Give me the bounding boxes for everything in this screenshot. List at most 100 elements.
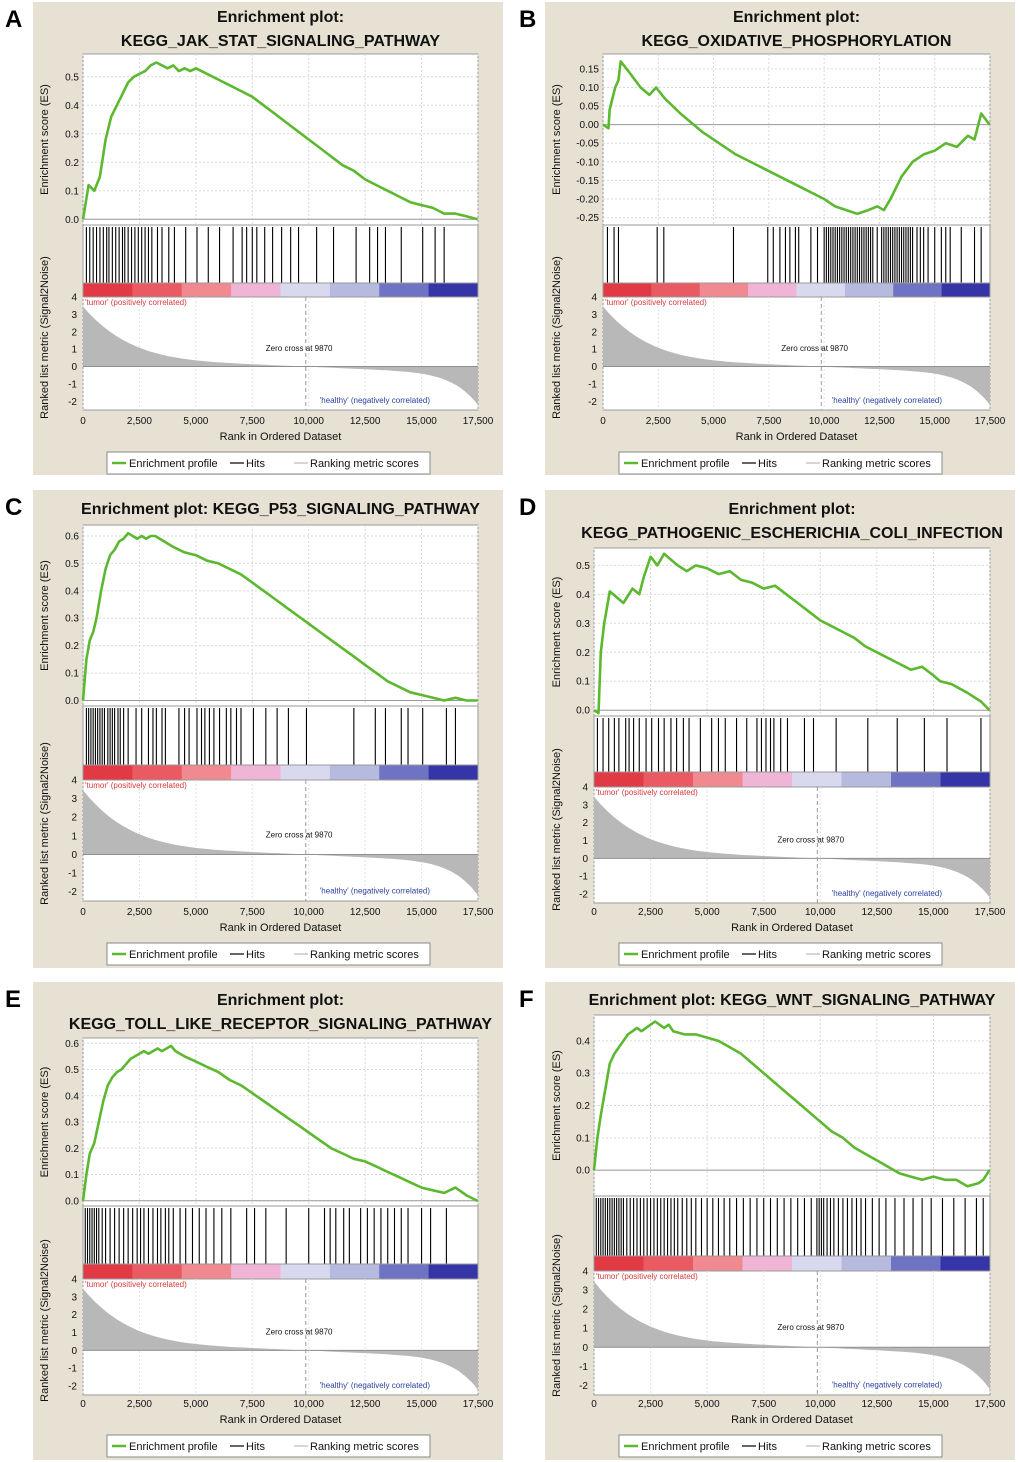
legend-label-profile: Enrichment profile (641, 458, 730, 470)
panel-letter: E (5, 986, 21, 1013)
chart-title: KEGG_TOLL_LIKE_RECEPTOR_SIGNALING_PATHWA… (69, 1016, 493, 1033)
xtick-label: 0 (591, 907, 597, 918)
ranked-ytick-label: 1 (71, 1328, 77, 1339)
ranked-ytick-label: -1 (588, 379, 597, 390)
xtick-label: 7,500 (756, 416, 781, 427)
legend-box (106, 942, 431, 966)
legend-label-ranking: Ranking metric scores (310, 949, 419, 961)
xtick-label: 0 (80, 1399, 86, 1410)
tumor-label: 'tumor' (positively correlated) (85, 1280, 187, 1289)
heatmap-segment (699, 283, 749, 297)
heatmap-segment (181, 283, 232, 297)
xtick-label: 17,500 (975, 1399, 1006, 1410)
xtick-label: 2,500 (646, 416, 671, 427)
legend-box (106, 451, 431, 475)
ranked-ytick-label: 1 (71, 345, 77, 356)
xtick-label: 15,000 (919, 416, 950, 427)
ranked-ytick-label: 4 (71, 1275, 77, 1286)
enrichment-profile-line (81, 1044, 479, 1202)
xtick-label: 5,000 (183, 416, 208, 427)
xlabel: Rank in Ordered Dataset (731, 1414, 853, 1426)
es-ytick-label: 0.2 (65, 641, 79, 652)
xtick-label: 5,000 (695, 907, 720, 918)
es-ytick-label: 0.0 (576, 706, 590, 717)
es-ytick-label: 0.4 (576, 590, 590, 601)
heatmap-segment (428, 283, 479, 297)
es-ylabel: Enrichment score (ES) (39, 560, 51, 671)
xtick-label: 0 (591, 1399, 597, 1410)
xlabel: Rank in Ordered Dataset (731, 922, 853, 934)
healthy-label: 'healthy' (negatively correlated) (320, 1381, 431, 1390)
panel-B: B Enrichment plot: KEGG_OXIDATIVE_PHOSPHOR… (519, 2, 1015, 475)
enrichment-profile-line (602, 60, 991, 216)
es-ytick-label: 0.2 (65, 1144, 79, 1155)
xtick-label: 2,500 (127, 907, 152, 918)
es-ytick-label: -0.25 (576, 213, 599, 224)
xtick-label: 0 (80, 416, 86, 427)
heatmap-segment (594, 772, 644, 787)
tumor-label: 'tumor' (positively correlated) (596, 788, 698, 797)
ranked-ylabel: Ranked list metric (Signal2Noise) (39, 1239, 51, 1402)
ranked-ytick-label: 3 (71, 310, 77, 321)
panel-E: E Enrichment plot: KEGG_TOLL_LIKE_RECEPTOR… (5, 982, 503, 1460)
chart-title: Enrichment plot: (728, 501, 855, 518)
heatmap-segment (428, 1264, 479, 1279)
ranked-ytick-label: 3 (582, 1286, 588, 1297)
chart-title: KEGG_PATHOGENIC_ESCHERICHIA_COLI_INFECTI… (581, 525, 1003, 542)
ranked-ytick-label: 0 (582, 1343, 588, 1354)
healthy-label: 'healthy' (negatively correlated) (832, 889, 943, 898)
xtick-label: 15,000 (406, 1399, 437, 1410)
xtick-label: 15,000 (406, 416, 437, 427)
xtick-label: 5,000 (183, 907, 208, 918)
heatmap-segment (891, 772, 941, 787)
ranked-ytick-label: -2 (68, 397, 77, 408)
ranked-ytick-label: 3 (582, 800, 588, 811)
ranked-ytick-label: -1 (68, 1364, 77, 1375)
legend: Enrichment profile Hits Ranking metric sco… (618, 451, 943, 475)
es-ytick-label: 0.1 (65, 186, 79, 197)
xlabel: Rank in Ordered Dataset (220, 431, 342, 443)
hits-area (82, 705, 479, 766)
ranked-ytick-label: 2 (582, 1305, 588, 1316)
xtick-label: 10,000 (805, 1399, 836, 1410)
heatmap-segment (379, 765, 430, 780)
ranked-ytick-label: 3 (71, 1292, 77, 1303)
hits-area (602, 224, 991, 284)
hits-area (82, 224, 479, 284)
heatmap-segment (792, 1256, 842, 1271)
legend-label-ranking: Ranking metric scores (310, 458, 419, 470)
xtick-label: 15,000 (918, 1399, 949, 1410)
es-ytick-label: 0.3 (65, 129, 79, 140)
ranked-metric-area (594, 1281, 990, 1390)
legend-label-profile: Enrichment profile (641, 1441, 730, 1453)
heatmap-segment (940, 772, 991, 787)
panel-letter: D (519, 494, 536, 521)
es-ytick-label: 0.0 (65, 696, 79, 707)
healthy-label: 'healthy' (negatively correlated) (832, 396, 943, 405)
heatmap-segment (428, 765, 479, 780)
healthy-label: 'healthy' (negatively correlated) (832, 1380, 943, 1389)
zero-cross-label: Zero cross at 9870 (777, 1323, 844, 1332)
es-ytick-label: 0.0 (65, 215, 79, 226)
heatmap-segment (83, 1264, 133, 1279)
heatmap-segment (329, 765, 380, 780)
ranked-ytick-label: 4 (582, 1267, 588, 1278)
xtick-label: 7,500 (240, 416, 265, 427)
legend-label-hits: Hits (246, 1441, 265, 1453)
heatmap-segment (83, 765, 133, 780)
heatmap-segment (748, 283, 797, 297)
enrichment-profile-line (81, 531, 478, 702)
xtick-label: 2,500 (127, 1399, 152, 1410)
enrichment-profile-line (593, 552, 991, 715)
xtick-label: 12,500 (350, 416, 381, 427)
xtick-label: 17,500 (975, 907, 1006, 918)
heatmap-segment (379, 283, 430, 297)
ranked-metric-area (603, 306, 990, 405)
xtick-label: 15,000 (918, 907, 949, 918)
heatmap-segment (280, 765, 331, 780)
ranked-ytick-label: 0 (71, 1346, 77, 1357)
es-ytick-label: 0.3 (65, 1118, 79, 1129)
legend-label-hits: Hits (246, 949, 265, 961)
xtick-label: 10,000 (293, 1399, 324, 1410)
